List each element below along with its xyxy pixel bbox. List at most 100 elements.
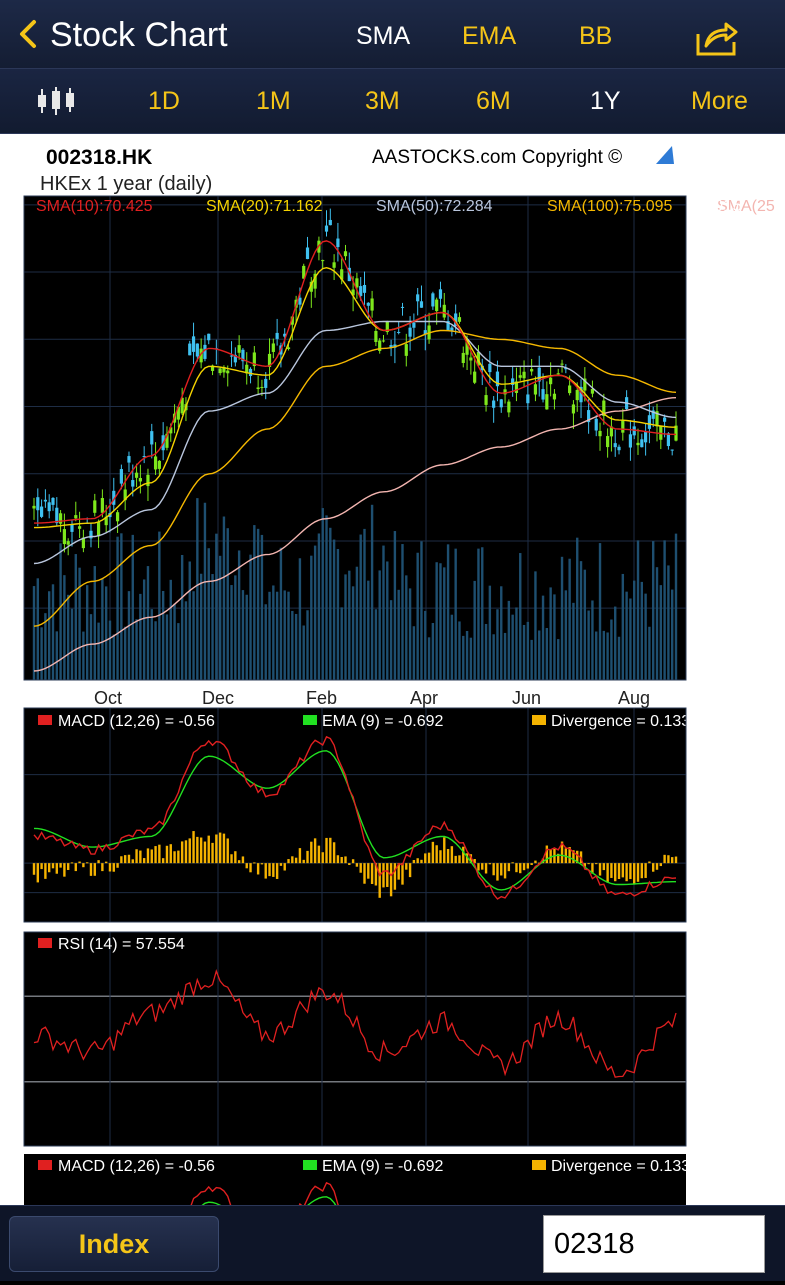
candle-body	[416, 294, 420, 302]
volume-bar	[397, 589, 400, 680]
candle-body	[419, 301, 424, 308]
sma-button[interactable]: SMA	[356, 22, 411, 50]
index-button[interactable]: Index	[9, 1216, 219, 1272]
chart-subtitle: HKEx 1 year (daily)	[40, 173, 212, 195]
price-tick-label: 51.015	[690, 599, 742, 618]
candle-body	[442, 304, 446, 318]
candle-body	[385, 321, 389, 333]
divergence-bar	[85, 862, 89, 864]
candle-body	[47, 502, 51, 512]
divergence-bar	[511, 862, 514, 864]
bb-button[interactable]: BB	[579, 22, 613, 50]
candle-body	[647, 415, 652, 429]
volume-bar	[538, 630, 541, 680]
divergence-bar	[249, 863, 252, 873]
volume-bar	[545, 628, 549, 680]
candle-body	[70, 524, 74, 532]
range-1m[interactable]: 1M	[256, 87, 291, 115]
price-tick-label: 81.015	[690, 330, 742, 349]
divergence-bar	[256, 863, 260, 875]
range-3m[interactable]: 3M	[365, 87, 400, 115]
candle-body	[32, 505, 36, 509]
divergence-bar	[146, 848, 150, 864]
divergence-bar	[154, 846, 157, 864]
candle-body	[362, 284, 367, 293]
volume-bar	[576, 537, 579, 680]
candle-body	[522, 371, 526, 379]
candle-body	[552, 393, 557, 400]
divergence-bar	[241, 856, 245, 864]
divergence-bar	[123, 855, 127, 864]
volume-bar	[348, 570, 351, 680]
candle-body	[438, 289, 443, 299]
range-6m[interactable]: 6M	[476, 87, 511, 115]
macd-label: MACD (12,26) = -0.56	[58, 713, 215, 730]
volume-bar	[63, 575, 66, 680]
candle-body	[203, 344, 207, 359]
divergence-bar	[36, 863, 39, 883]
month-tick-label: Aug	[618, 688, 650, 708]
volume-bar	[671, 589, 674, 680]
divergence-bar	[196, 836, 199, 864]
volume-bar	[378, 570, 381, 680]
volume-bar	[207, 548, 210, 680]
volume-bar	[336, 549, 340, 680]
candle-body	[602, 400, 606, 416]
divergence-bar	[667, 855, 670, 864]
volume-bar	[306, 610, 309, 680]
candle-body	[123, 489, 127, 501]
share-icon[interactable]	[694, 18, 740, 58]
divergence-bar	[218, 832, 222, 864]
sma-lines	[33, 240, 677, 672]
divergence-bar	[32, 863, 36, 875]
candle-body	[469, 357, 473, 361]
divergence-bar	[70, 862, 74, 864]
candle-body	[450, 327, 454, 332]
divergence-bar	[47, 863, 51, 873]
divergence-bar	[595, 863, 598, 865]
candle-body	[473, 371, 477, 383]
range-1d[interactable]: 1D	[148, 87, 180, 115]
divergence-bar	[344, 856, 347, 864]
back-chevron-icon[interactable]	[10, 14, 50, 54]
divergence-bar	[530, 863, 533, 866]
volume-bar	[591, 600, 594, 680]
candle-body	[488, 363, 492, 373]
macd2-legend-swatch	[38, 1160, 52, 1170]
volume-bar	[44, 613, 47, 680]
range-1y[interactable]: 1Y	[590, 87, 621, 115]
macd-tick-label: -1.10	[690, 884, 729, 903]
divergence-bar	[534, 860, 537, 864]
candlestick-chart-icon[interactable]	[36, 85, 76, 117]
symbol-label: 002318.HK	[46, 146, 152, 169]
divergence-bar	[363, 863, 366, 884]
volume-bar	[359, 534, 362, 680]
candle-body	[507, 401, 511, 413]
range-more[interactable]: More	[691, 87, 748, 115]
candle-body	[77, 526, 82, 529]
volume-bar	[218, 555, 222, 680]
month-axis: Oct Dec Feb Apr Jun Aug	[94, 688, 650, 708]
divergence-bar	[150, 849, 153, 864]
volume-bar	[294, 613, 298, 680]
volume-bar	[450, 614, 454, 680]
candle-body	[210, 365, 215, 371]
volume-bar	[595, 631, 598, 680]
divergence-bar	[439, 850, 442, 864]
volume-bar	[492, 634, 495, 680]
divergence-bar	[63, 863, 66, 877]
ema-button[interactable]: EMA	[462, 22, 517, 50]
candle-body	[199, 348, 203, 363]
stock-code-input[interactable]	[543, 1215, 765, 1273]
volume-bar	[500, 586, 503, 680]
candle-body	[556, 373, 560, 375]
candle-body	[560, 363, 564, 365]
price-tick-label: 58.515	[690, 532, 742, 551]
volume-bar	[74, 554, 77, 680]
divergence-bar	[66, 863, 70, 870]
candle-body	[89, 530, 93, 539]
volume-bar	[180, 554, 184, 680]
divergence-bar	[188, 838, 191, 864]
rsi-tick-label: 50	[690, 1030, 709, 1049]
volume-bar	[192, 591, 195, 680]
